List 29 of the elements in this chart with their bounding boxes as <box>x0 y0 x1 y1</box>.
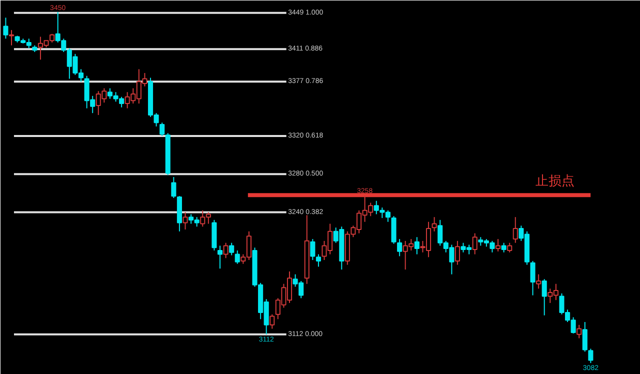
candlestick <box>182 212 188 230</box>
candlestick <box>223 242 228 259</box>
candlestick <box>472 232 478 255</box>
candlestick <box>536 274 542 290</box>
candlestick <box>391 216 396 244</box>
candlestick <box>576 324 582 339</box>
candlestick <box>270 314 275 330</box>
candlestick <box>414 236 420 255</box>
candlestick <box>542 278 547 316</box>
candlestick <box>3 17 8 40</box>
candlestick <box>582 322 588 352</box>
candlestick <box>512 216 518 244</box>
candlestick <box>217 245 223 270</box>
candlestick <box>8 30 14 46</box>
candlestick <box>501 242 506 253</box>
candlestick <box>507 242 512 253</box>
ref-line-label: 止损点 <box>536 174 575 190</box>
candlestick <box>316 254 321 268</box>
candlestick <box>229 242 234 256</box>
candlestick <box>310 238 316 261</box>
candlestick <box>234 250 240 264</box>
candlestick <box>454 240 460 266</box>
candlestick <box>160 122 165 136</box>
candlestick <box>588 348 594 364</box>
candlestick <box>397 238 402 257</box>
candlestick <box>432 216 437 232</box>
candlestick <box>495 238 501 252</box>
candlestick <box>530 260 536 296</box>
candlestick <box>171 176 176 198</box>
